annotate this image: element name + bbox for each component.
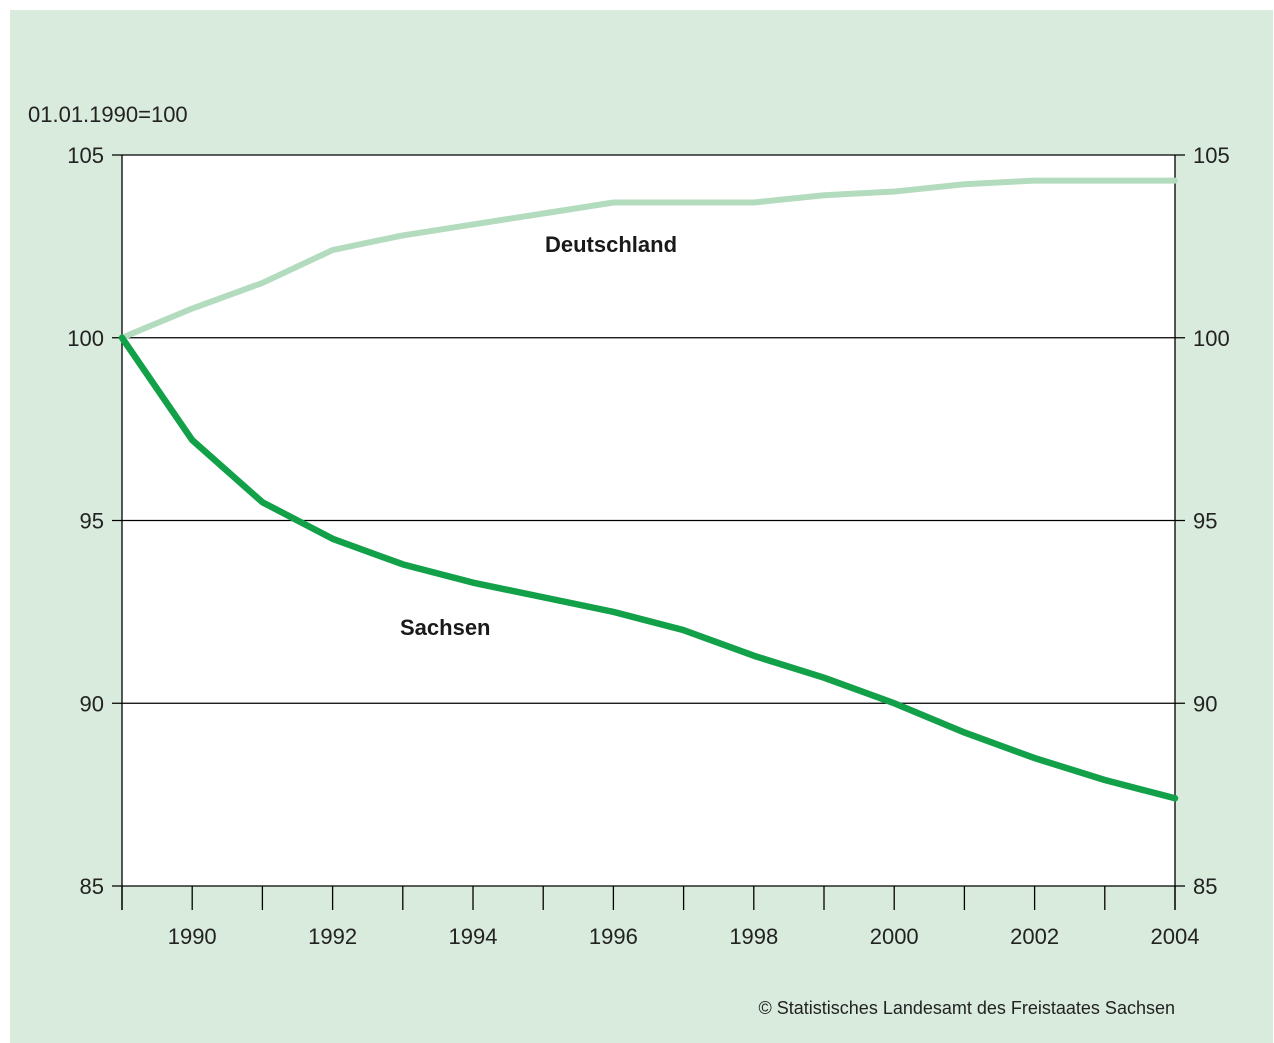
x-tick-label-2004: 2004 bbox=[1151, 924, 1200, 949]
line-chart: 85 85 90 90 95 95 100 100 105 105 1990 1992 1994 1996… bbox=[28, 102, 1230, 1018]
x-tick-label-2000: 2000 bbox=[870, 924, 919, 949]
x-tick-label-1990: 1990 bbox=[168, 924, 217, 949]
labels: 85 85 90 90 95 95 100 100 105 105 1990 1992 1994 1996… bbox=[67, 143, 1229, 949]
x-tick-label-1994: 1994 bbox=[449, 924, 498, 949]
y-tick-label-right-100: 100 bbox=[1193, 326, 1230, 351]
y-tick-label-left-90: 90 bbox=[80, 691, 104, 716]
y-tick-label-left-100: 100 bbox=[67, 326, 104, 351]
x-tick-label-1996: 1996 bbox=[589, 924, 638, 949]
y-tick-label-right-90: 90 bbox=[1193, 691, 1217, 716]
series-label-deutschland: Deutschland bbox=[545, 232, 677, 257]
series-line-deutschland bbox=[119, 177, 1178, 341]
series-line-sachsen bbox=[118, 334, 1179, 802]
unit-label: 01.01.1990=100 bbox=[28, 102, 188, 127]
y-tick-label-left-95: 95 bbox=[80, 509, 104, 534]
series-lines bbox=[118, 177, 1179, 802]
axes bbox=[121, 155, 1176, 910]
series-label-sachsen: Sachsen bbox=[400, 615, 491, 640]
source-label: © Statistisches Landesamt des Freistaate… bbox=[759, 998, 1175, 1018]
y-tick-label-left-105: 105 bbox=[67, 143, 104, 168]
x-tick-label-2002: 2002 bbox=[1010, 924, 1059, 949]
y-tick-label-right-95: 95 bbox=[1193, 509, 1217, 534]
x-tick-label-1992: 1992 bbox=[308, 924, 357, 949]
y-tick-label-left-85: 85 bbox=[80, 874, 104, 899]
y-tick-label-right-105: 105 bbox=[1193, 143, 1230, 168]
x-tick-label-1998: 1998 bbox=[729, 924, 778, 949]
chart-frame: 85 85 90 90 95 95 100 100 105 105 1990 1992 1994 1996… bbox=[10, 10, 1273, 1043]
y-tick-label-right-85: 85 bbox=[1193, 874, 1217, 899]
